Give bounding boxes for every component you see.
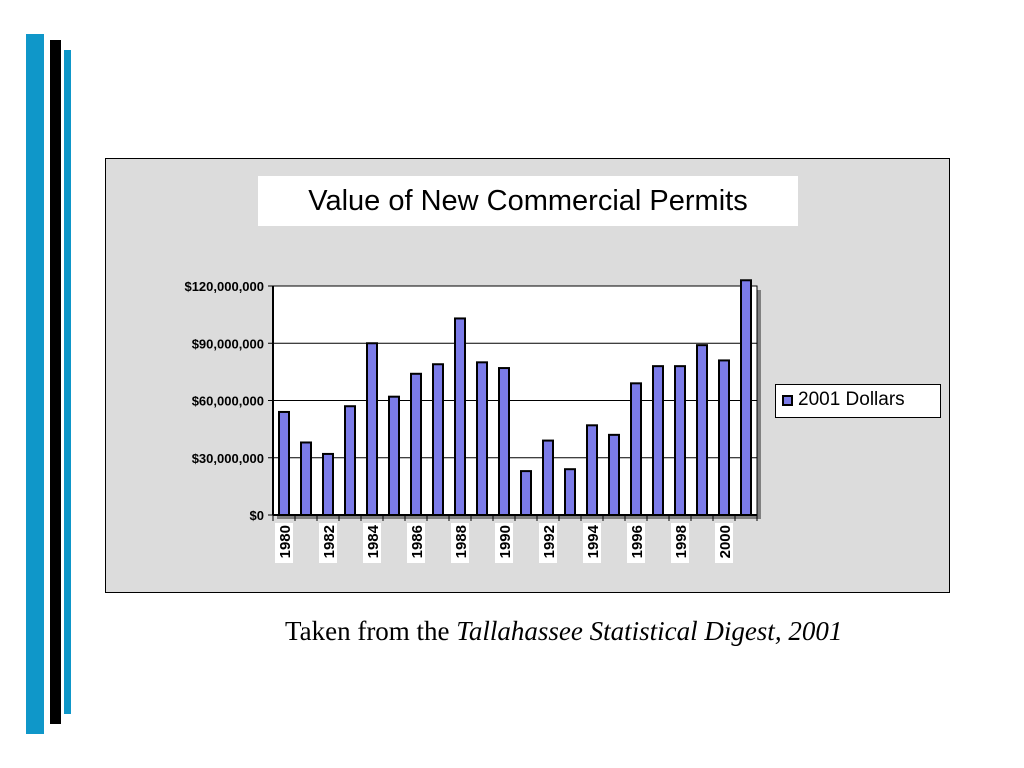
bar-1983 bbox=[344, 405, 356, 517]
y-tick-label: $60,000,000 bbox=[192, 394, 264, 409]
chart-title: Value of New Commercial Permits bbox=[258, 176, 798, 226]
legend-swatch bbox=[782, 395, 793, 406]
bar-1982 bbox=[322, 452, 334, 516]
caption-source: Tallahassee Statistical Digest, 2001 bbox=[456, 616, 843, 646]
x-tick-label-1996: 1996 bbox=[629, 525, 646, 558]
x-tick-label-bg bbox=[451, 523, 469, 563]
x-tick-label-1980: 1980 bbox=[277, 525, 294, 558]
x-tick-label-bg bbox=[319, 523, 337, 563]
source-caption: Taken from the Tallahassee Statistical D… bbox=[285, 616, 842, 647]
bar-1994 bbox=[586, 424, 598, 516]
bar-1981 bbox=[300, 441, 312, 517]
x-tick-label-1982: 1982 bbox=[321, 525, 338, 558]
bar-1992 bbox=[542, 439, 554, 517]
x-tick-label-bg bbox=[627, 523, 645, 563]
bar-1989 bbox=[476, 361, 488, 517]
caption-prefix: Taken from the bbox=[285, 616, 457, 646]
chart-legend: 2001 Dollars bbox=[775, 384, 941, 418]
bar-1997 bbox=[652, 365, 664, 516]
bar-2000 bbox=[718, 359, 730, 516]
x-tick-label-bg bbox=[275, 523, 293, 563]
bar-1990 bbox=[498, 367, 510, 516]
accent-bar-blue-wide bbox=[26, 34, 44, 734]
x-tick-label-1984: 1984 bbox=[365, 524, 382, 558]
x-tick-label-2000: 2000 bbox=[717, 525, 734, 558]
bar-1993 bbox=[564, 468, 576, 517]
x-tick-label-bg bbox=[539, 523, 557, 563]
legend-label-2001-dollars: 2001 Dollars bbox=[798, 389, 905, 410]
x-tick-label-1998: 1998 bbox=[673, 525, 690, 558]
x-tick-label-bg bbox=[407, 523, 425, 563]
bar-1985 bbox=[388, 395, 400, 516]
bar-1987 bbox=[432, 363, 444, 516]
x-tick-label-bg bbox=[363, 523, 381, 563]
x-tick-label-1990: 1990 bbox=[497, 525, 514, 558]
x-tick-label-bg bbox=[583, 523, 601, 563]
accent-bar-black bbox=[50, 40, 61, 724]
x-tick-label-1994: 1994 bbox=[585, 524, 602, 558]
bar-2001 bbox=[740, 279, 752, 516]
bar-1998 bbox=[674, 365, 686, 516]
x-tick-label-1988: 1988 bbox=[453, 525, 470, 558]
bar-1995 bbox=[608, 433, 620, 517]
x-tick-label-bg bbox=[715, 523, 733, 563]
x-tick-label-bg bbox=[495, 523, 513, 563]
bar-1988 bbox=[454, 317, 466, 517]
bar-1984 bbox=[366, 342, 378, 516]
bar-1999 bbox=[696, 344, 708, 516]
x-tick-label-bg bbox=[671, 523, 689, 563]
bar-1991 bbox=[520, 470, 532, 517]
y-tick-label: $0 bbox=[250, 508, 264, 523]
accent-bar-blue-thin bbox=[64, 50, 71, 714]
x-tick-label-1992: 1992 bbox=[541, 525, 558, 558]
bar-1996 bbox=[630, 382, 642, 517]
bar-1980 bbox=[278, 410, 290, 517]
x-tick-label-1986: 1986 bbox=[409, 525, 426, 558]
y-tick-label: $120,000,000 bbox=[184, 279, 264, 294]
y-tick-label: $90,000,000 bbox=[192, 336, 264, 351]
y-tick-label: $30,000,000 bbox=[192, 451, 264, 466]
bar-1986 bbox=[410, 372, 422, 516]
